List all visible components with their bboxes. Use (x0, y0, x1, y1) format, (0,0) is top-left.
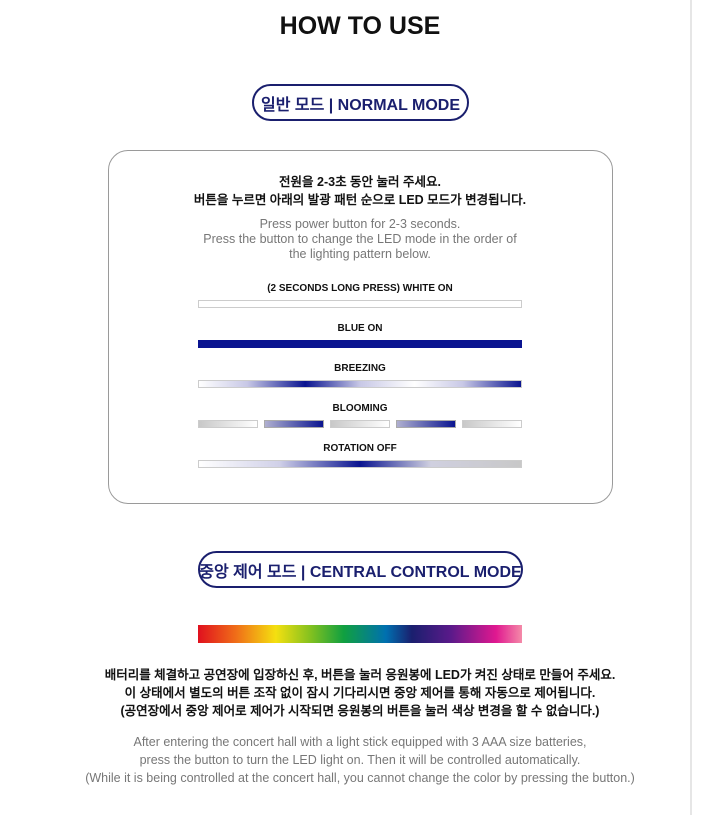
central-en-line: press the button to turn the LED light o… (139, 753, 581, 767)
central-mode-pill: 중앙 제어 모드 | CENTRAL CONTROL MODE (198, 551, 523, 588)
normal-en-line: Press power button for 2-3 seconds. (259, 217, 461, 231)
central-en-line: After entering the concert hall with a l… (133, 735, 587, 749)
normal-en-line: the lighting pattern below. (289, 247, 431, 261)
pattern-bar-blue-on (198, 340, 522, 348)
blooming-segment (198, 420, 258, 428)
pattern-label-white-on: (2 SECONDS LONG PRESS) WHITE ON (267, 283, 453, 294)
blooming-segment (264, 420, 324, 428)
central-ko-line: 이 상태에서 별도의 버튼 조작 없이 잠시 기다리시면 중앙 제어를 통해 자… (124, 686, 596, 700)
normal-ko-line: 전원을 2-3초 동안 눌러 주세요. (279, 175, 441, 189)
rainbow-color-bar (198, 625, 522, 643)
blooming-segment (396, 420, 456, 428)
pattern-bar-rotation-off (198, 460, 522, 468)
blooming-segment (462, 420, 522, 428)
central-ko-line: 배터리를 체결하고 공연장에 입장하신 후, 버튼을 눌러 응원봉에 LED가 … (104, 668, 616, 682)
normal-mode-pill: 일반 모드 | NORMAL MODE (252, 84, 469, 121)
central-en-line: (While it is being controlled at the con… (85, 771, 635, 785)
blooming-segment (330, 420, 390, 428)
page-title: HOW TO USE (279, 12, 441, 40)
central-ko-line: (공연장에서 중앙 제어로 제어가 시작되면 응원봉의 버튼을 눌러 색상 변경… (120, 704, 600, 718)
normal-ko-line: 버튼을 누르면 아래의 발광 패턴 순으로 LED 모드가 변경됩니다. (193, 193, 527, 207)
page-edge (690, 0, 692, 815)
pattern-label-breezing: BREEZING (334, 363, 386, 374)
pattern-label-blue-on: BLUE ON (337, 323, 383, 334)
normal-mode-card (108, 150, 613, 504)
pattern-label-blooming: BLOOMING (332, 403, 388, 414)
pattern-label-rotation-off: ROTATION OFF (323, 443, 397, 454)
pattern-bar-breezing (198, 380, 522, 388)
normal-en-line: Press the button to change the LED mode … (203, 232, 517, 246)
pattern-bar-white-on (198, 300, 522, 308)
